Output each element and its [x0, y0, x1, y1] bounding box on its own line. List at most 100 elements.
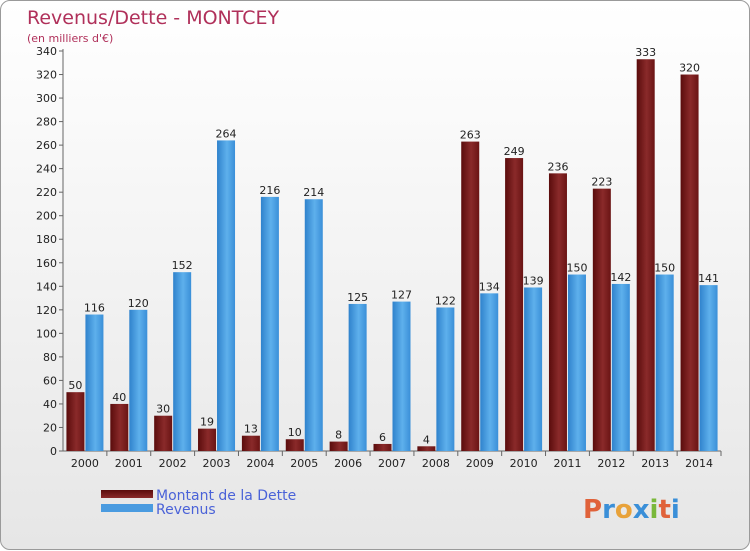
y-tick-label: 200: [36, 210, 57, 223]
data-label-revenus-2014: 141: [698, 272, 719, 285]
x-tick-label: 2003: [203, 457, 231, 470]
logo-letter: r: [602, 495, 615, 525]
y-tick-label: 320: [36, 69, 57, 82]
logo-letter: i: [650, 495, 659, 525]
data-label-revenus-2005: 214: [303, 186, 324, 199]
x-tick-label: 2002: [159, 457, 187, 470]
data-label-revenus-2012: 142: [610, 271, 631, 284]
bar-debt-2001: [110, 403, 129, 451]
bar-revenus-2009: [480, 293, 499, 451]
bar-debt-2008: [417, 446, 436, 451]
x-tick-label: 2005: [290, 457, 318, 470]
bar-revenus-2007: [392, 301, 411, 451]
legend-swatch-revenus: [101, 504, 153, 512]
data-label-revenus-2013: 150: [654, 262, 675, 275]
bar-revenus-2006: [348, 303, 367, 451]
data-label-debt-2000: 50: [68, 379, 82, 392]
y-tick-label: 340: [36, 45, 57, 58]
bar-debt-2004: [241, 435, 260, 451]
data-label-revenus-2002: 152: [172, 259, 193, 272]
y-tick-label: 160: [36, 257, 57, 270]
x-tick-label: 2008: [422, 457, 450, 470]
data-label-debt-2007: 6: [379, 431, 386, 444]
y-tick-label: 220: [36, 186, 57, 199]
chart-subtitle: (en milliers d'€): [27, 32, 113, 45]
bar-revenus-2003: [217, 140, 236, 452]
data-label-revenus-2010: 139: [523, 274, 544, 287]
data-label-debt-2008: 4: [423, 433, 430, 446]
bars: 50 116 40 120 30 152 19 264 13 216 10 214 8 125 6 127 4 1…: [66, 46, 719, 452]
bar-debt-2010: [505, 158, 524, 451]
y-tick-label: 300: [36, 92, 57, 105]
legend-label-revenus: Revenus: [156, 502, 216, 518]
y-axis: 0 20 40 60 80 100 120 140 160 180 200 220 240 260 280 3…: [36, 45, 64, 458]
x-tick-label: 2007: [378, 457, 406, 470]
bar-debt-2011: [548, 173, 567, 451]
data-label-debt-2010: 249: [504, 145, 525, 158]
x-tick-label: 2013: [641, 457, 669, 470]
y-tick-label: 240: [36, 163, 57, 176]
data-label-revenus-2006: 125: [347, 291, 368, 304]
y-tick-label: 100: [36, 327, 57, 340]
logo-letter: i: [671, 495, 680, 525]
data-label-debt-2002: 30: [156, 403, 170, 416]
bar-debt-2006: [329, 441, 348, 451]
bar-revenus-2014: [699, 285, 718, 451]
logo-letter: t: [658, 495, 670, 525]
x-tick-label: 2004: [246, 457, 274, 470]
y-tick-label: 280: [36, 116, 57, 129]
x-tick-label: 2001: [115, 457, 143, 470]
bar-revenus-2005: [304, 199, 323, 451]
legend-swatch-debt: [101, 490, 153, 498]
data-label-debt-2004: 13: [244, 423, 258, 436]
data-label-debt-2001: 40: [112, 391, 126, 404]
x-tick-label: 2010: [510, 457, 538, 470]
data-label-revenus-2009: 134: [479, 280, 500, 293]
data-label-debt-2012: 223: [591, 176, 612, 189]
bar-revenus-2001: [129, 309, 148, 451]
data-label-revenus-2011: 150: [566, 262, 587, 275]
bar-revenus-2011: [567, 274, 586, 451]
logo-letter: o: [615, 495, 633, 525]
bar-revenus-2004: [260, 196, 279, 451]
bar-debt-2012: [592, 188, 611, 451]
bar-debt-2002: [154, 415, 173, 451]
logo-letter: x: [633, 495, 650, 525]
data-label-debt-2005: 10: [288, 426, 302, 439]
legend-label-debt: Montant de la Dette: [156, 488, 296, 504]
bar-debt-2000: [66, 392, 85, 451]
x-tick-label: 2012: [597, 457, 625, 470]
bar-debt-2005: [285, 439, 304, 451]
y-tick-label: 40: [43, 398, 57, 411]
bar-revenus-2010: [524, 287, 543, 451]
bar-debt-2014: [680, 74, 699, 451]
y-tick-label: 20: [43, 421, 57, 434]
data-label-revenus-2007: 127: [391, 289, 412, 302]
y-tick-label: 80: [43, 351, 57, 364]
data-label-debt-2009: 263: [460, 129, 481, 142]
bar-revenus-2008: [436, 307, 455, 451]
bar-debt-2013: [636, 59, 655, 452]
data-label-revenus-2003: 264: [216, 127, 237, 140]
y-tick-label: 260: [36, 139, 57, 152]
y-tick-label: 140: [36, 280, 57, 293]
x-tick-label: 2014: [685, 457, 713, 470]
data-label-debt-2014: 320: [679, 62, 700, 75]
data-label-revenus-2004: 216: [259, 184, 280, 197]
bar-revenus-2013: [655, 274, 674, 451]
bar-debt-2007: [373, 443, 392, 451]
y-tick-label: 60: [43, 374, 57, 387]
data-label-revenus-2000: 116: [84, 302, 105, 315]
bar-debt-2003: [198, 428, 217, 451]
x-axis: 2000 2001 2002 2003 2004 2005 2006 2007 2008 2009…: [63, 450, 722, 470]
y-tick-label: 0: [50, 445, 57, 458]
y-tick-label: 180: [36, 233, 57, 246]
data-label-debt-2013: 333: [635, 46, 656, 59]
data-label-debt-2011: 236: [547, 160, 568, 173]
x-tick-label: 2006: [334, 457, 362, 470]
data-label-debt-2003: 19: [200, 416, 214, 429]
x-tick-label: 2011: [553, 457, 581, 470]
bar-revenus-2000: [85, 314, 104, 451]
